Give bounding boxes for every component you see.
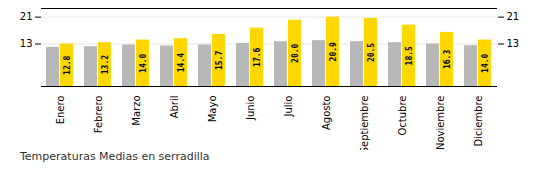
svg-text:20.9: 20.9 xyxy=(329,42,338,61)
svg-text:20.5: 20.5 xyxy=(367,43,376,62)
svg-text:Mayo: Mayo xyxy=(207,96,218,123)
svg-text:Septiembre: Septiembre xyxy=(359,96,370,151)
svg-text:12.8: 12.8 xyxy=(63,55,72,74)
svg-text:16.3: 16.3 xyxy=(443,50,452,69)
svg-text:Diciembre: Diciembre xyxy=(473,96,484,147)
svg-text:14.0: 14.0 xyxy=(139,53,148,72)
svg-text:Marzo: Marzo xyxy=(131,96,142,126)
svg-text:14.4: 14.4 xyxy=(177,53,186,72)
svg-text:15.7: 15.7 xyxy=(215,51,224,70)
svg-text:20.0: 20.0 xyxy=(291,43,300,62)
svg-text:Noviembre: Noviembre xyxy=(435,96,446,151)
svg-text:18.5: 18.5 xyxy=(405,46,414,65)
svg-text:Agosto: Agosto xyxy=(321,96,332,131)
svg-text:14.0: 14.0 xyxy=(481,53,490,72)
svg-text:Febrero: Febrero xyxy=(93,96,104,134)
svg-text:17.6: 17.6 xyxy=(253,47,262,66)
svg-text:13: 13 xyxy=(507,38,520,49)
html-text:Temperaturas Medias en serradi: Temperaturas Medias en serradilla xyxy=(20,150,210,163)
svg-text:13.2: 13.2 xyxy=(101,55,110,74)
svg-text:Abril: Abril xyxy=(169,96,180,119)
svg-text:13: 13 xyxy=(20,38,33,49)
svg-text:21: 21 xyxy=(20,11,33,22)
svg-text:21: 21 xyxy=(507,11,520,22)
svg-text:Julio: Julio xyxy=(283,96,294,118)
svg-text:Junio: Junio xyxy=(245,96,256,122)
svg-text:Enero: Enero xyxy=(55,96,66,125)
svg-text:Octubre: Octubre xyxy=(397,96,408,136)
